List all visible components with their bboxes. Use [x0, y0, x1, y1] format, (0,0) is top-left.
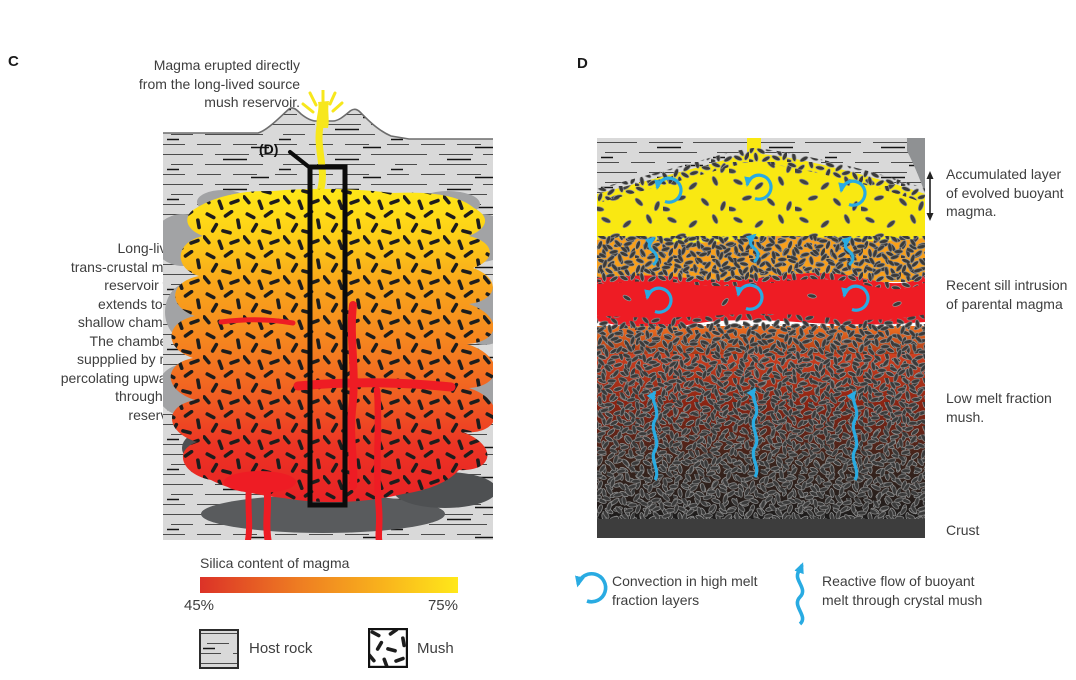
annotation-line: Accumulated layer	[946, 166, 1062, 182]
caption-line: shallow chamber.	[77, 314, 186, 330]
panel-c-diagram	[163, 90, 493, 540]
annotation-line: of parental magma	[946, 295, 1063, 312]
mush-swatch	[368, 628, 408, 668]
silica-min-label: 45%	[184, 597, 215, 614]
sill-floating-crystals	[622, 293, 902, 307]
panel-c-left-caption: Long-lived, trans-crustal mush reservoir…	[2, 239, 186, 424]
mush-crystals2	[597, 354, 925, 520]
panel-d-diagram	[597, 138, 925, 538]
caption-line: from the long-lived source	[138, 75, 300, 92]
gray-wedge	[907, 138, 925, 193]
eruption-starburst	[301, 90, 344, 114]
mush-texture	[170, 188, 493, 503]
caption-line: extends to the	[98, 295, 186, 312]
annotation-sill: Recent sill intrusion of parental magma	[946, 276, 1076, 313]
annotation-mush: Low melt fraction mush.	[946, 389, 1076, 426]
annotation-accumulated: Accumulated layer of evolved buoyant mag…	[946, 165, 1076, 221]
inset-box-d	[307, 164, 348, 508]
dense-crystals-lower2	[597, 324, 925, 356]
caption-line: mush reservoir.	[204, 94, 300, 110]
terrain-outline	[163, 107, 493, 140]
eruption-vent	[316, 101, 329, 128]
convection-legend-text: Convection in high melt fraction layers	[612, 572, 792, 609]
sill-upper-margin	[597, 267, 925, 290]
host-rock-label: Host rock	[249, 640, 313, 657]
silica-max-label: 75%	[427, 597, 458, 614]
reactive-flow-legend-text: Reactive flow of buoyant melt through cr…	[822, 572, 1022, 609]
melt-pool	[224, 471, 296, 493]
panel-c-letter: C	[8, 53, 19, 70]
host-rock-swatch	[199, 629, 239, 669]
inset-label-d: (D)	[259, 141, 279, 157]
reactive-flow-legend-icon	[794, 562, 805, 626]
caption-line: reservoir.	[128, 406, 186, 423]
silica-legend-title: Silica content of magma	[200, 555, 350, 571]
crust-layer	[597, 519, 925, 538]
inset-pointer-line	[288, 150, 311, 169]
legend-line: Reactive flow of buoyant	[822, 573, 975, 589]
caption-line: Long-lived,	[117, 240, 187, 256]
annotation-line: of evolved buoyant	[946, 184, 1064, 201]
annotation-line: Low melt fraction	[946, 390, 1052, 406]
panel-c-top-caption: Magma erupted directly from the long-liv…	[100, 56, 300, 112]
annotation-crust: Crust	[946, 522, 980, 538]
annotation-line: mush.	[946, 408, 985, 425]
caption-line: suppplied by melt	[77, 351, 186, 367]
legend-line: Convection in high melt	[612, 573, 758, 589]
caption-line: percolating upwards	[60, 369, 186, 386]
mush-label: Mush	[417, 640, 454, 657]
caption-line: through the	[115, 388, 186, 404]
legend-line: fraction layers	[612, 591, 700, 608]
caption-line: trans-crustal mush	[70, 258, 186, 275]
layer-thickness-arrow	[926, 171, 934, 221]
melt-dikes	[218, 301, 456, 540]
caption-line: The chamber is	[89, 332, 186, 349]
panel-d-letter: D	[577, 55, 588, 72]
silica-gradient-bar	[200, 577, 458, 593]
annotation-line: Recent sill intrusion	[946, 277, 1068, 293]
convection-legend-icon	[575, 571, 608, 604]
caption-line: Magma erupted directly	[153, 57, 300, 73]
legend-line: melt through crystal mush	[822, 591, 983, 608]
caption-line: reservoir that	[104, 277, 186, 293]
annotation-line: magma.	[946, 203, 997, 219]
